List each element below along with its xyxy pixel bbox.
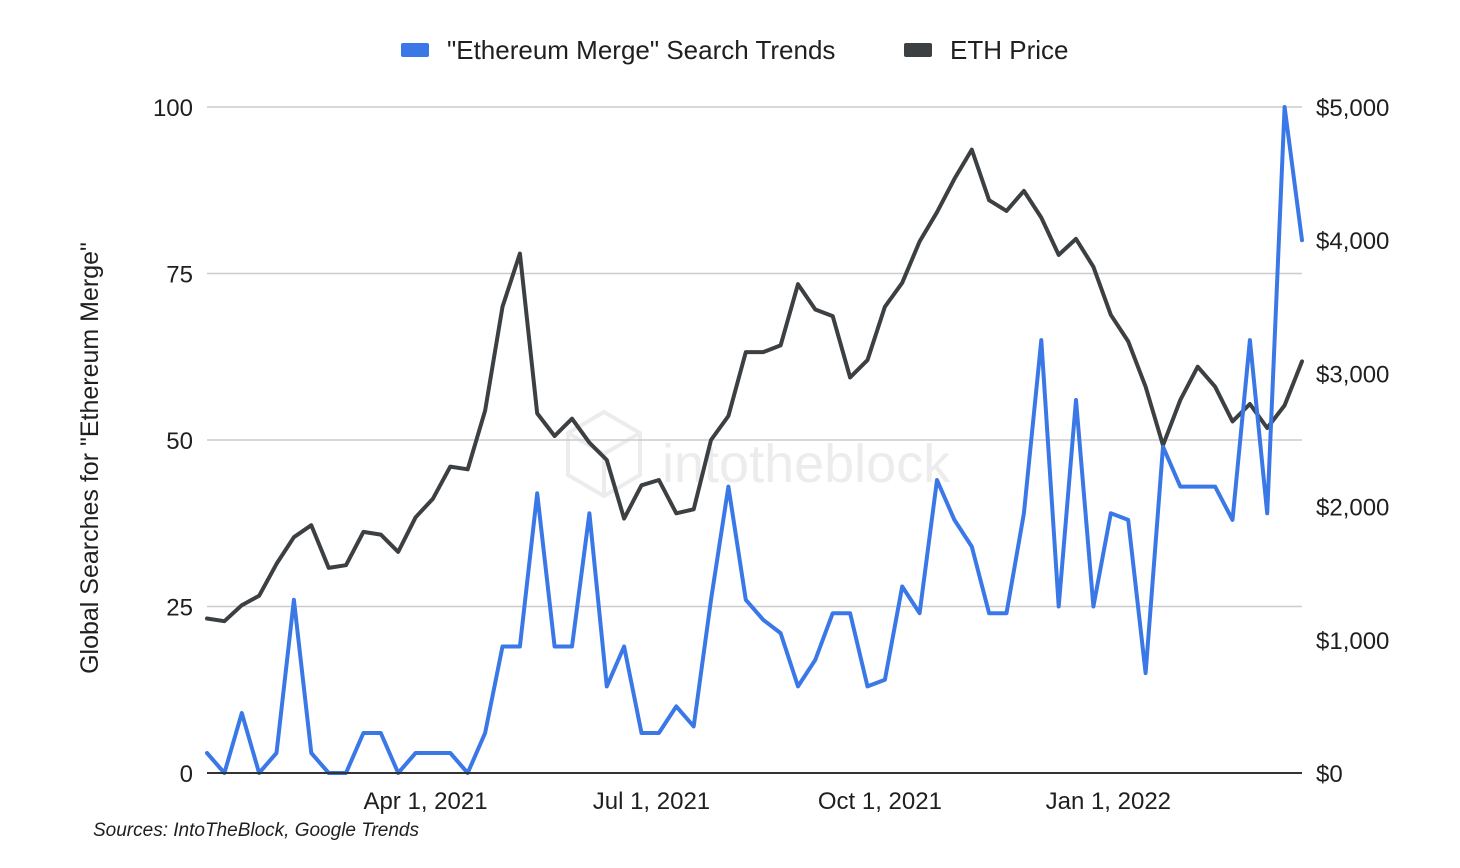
- right-axis-ticks: $0 $1,000 $2,000 $3,000 $4,000 $5,000: [1316, 95, 1389, 788]
- left-tick-label: 50: [166, 428, 193, 455]
- legend-label-price: ETH Price: [950, 35, 1068, 65]
- x-tick-label: Apr 1, 2021: [363, 788, 487, 815]
- legend-item-price[interactable]: ETH Price: [904, 35, 1068, 65]
- source-note: Sources: IntoTheBlock, Google Trends: [93, 820, 419, 841]
- series-layer: [205, 105, 1304, 775]
- right-tick-label: $5,000: [1316, 95, 1389, 122]
- right-tick-label: $4,000: [1316, 228, 1389, 255]
- legend-swatch-price: [904, 43, 932, 57]
- cube-logo-icon: [566, 409, 642, 499]
- legend-swatch-search: [401, 43, 429, 57]
- x-tick-label: Jan 1, 2022: [1046, 788, 1171, 815]
- legend-item-search[interactable]: "Ethereum Merge" Search Trends: [401, 35, 835, 65]
- gridlines: [207, 106, 1302, 608]
- watermark: intotheblock: [566, 409, 951, 499]
- right-tick-label: $2,000: [1316, 495, 1389, 522]
- right-tick-label: $3,000: [1316, 361, 1389, 388]
- left-tick-label: 100: [153, 95, 193, 122]
- search-trends-line: [205, 105, 1304, 775]
- left-tick-label: 0: [180, 761, 193, 788]
- legend: "Ethereum Merge" Search Trends ETH Price: [401, 35, 1068, 65]
- x-axis-ticks: Apr 1, 2021 Jul 1, 2021 Oct 1, 2021 Jan 1, …: [363, 788, 1171, 815]
- left-tick-label: 25: [166, 595, 193, 622]
- eth-price-line: [205, 147, 1304, 624]
- x-tick-label: Jul 1, 2021: [593, 788, 710, 815]
- left-tick-label: 75: [166, 262, 193, 289]
- left-axis-title: Global Searches for "Ethereum Merge": [76, 242, 104, 674]
- legend-label-search: "Ethereum Merge" Search Trends: [447, 35, 835, 65]
- left-axis-ticks: 0 25 50 75 100: [153, 95, 193, 788]
- right-tick-label: $0: [1316, 761, 1343, 788]
- x-tick-label: Oct 1, 2021: [818, 788, 942, 815]
- right-tick-label: $1,000: [1316, 628, 1389, 655]
